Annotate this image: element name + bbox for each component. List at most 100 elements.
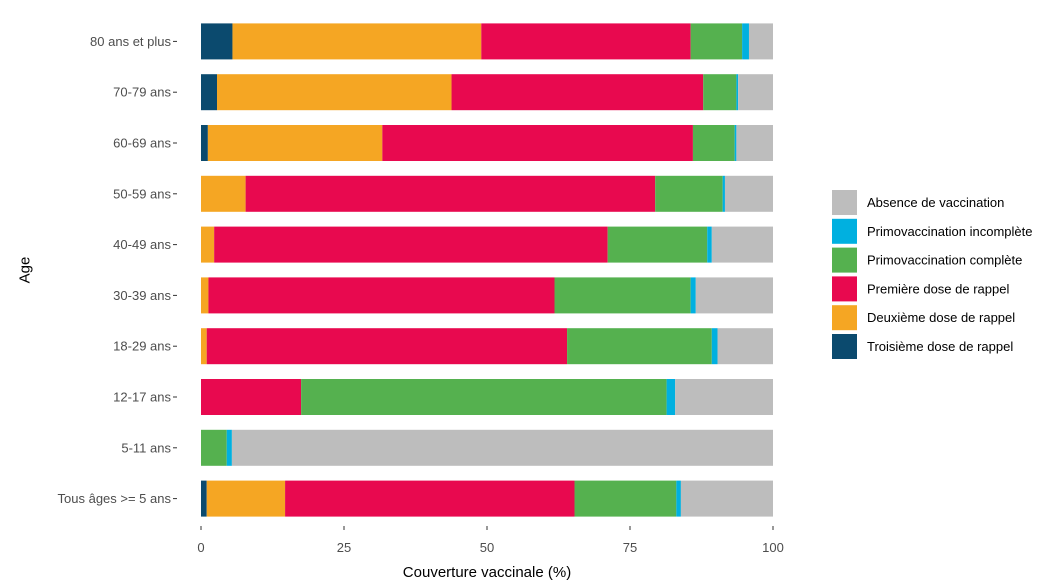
bar-segment-absence-de-vaccination — [736, 125, 773, 161]
y-axis: 80 ans et plus 70-79 ans 60-69 ans 50-59 an… — [58, 34, 177, 506]
bar-segment-absence-de-vaccination — [695, 277, 773, 314]
bar-row-40-49-ans — [201, 226, 773, 263]
legend-label: Absence de vaccination — [867, 195, 1004, 210]
bar-row-80-ans-et-plus — [201, 23, 773, 60]
bar-segment-primovaccination-complete — [567, 328, 712, 365]
legend-item-troisieme-dose-de-rappel: Troisième dose de rappel — [832, 334, 1013, 359]
bar-segment-primovaccination-incomplete — [711, 328, 718, 365]
x-tick-label: 0 — [197, 540, 204, 555]
bar-segment-primovaccination-incomplete — [722, 175, 725, 212]
bar-segment-primovaccination-complete — [574, 480, 677, 517]
bar-segment-deuxieme-dose-de-rappel — [201, 175, 246, 212]
bar-segment-primovaccination-complete — [301, 379, 667, 415]
legend-key — [832, 276, 857, 302]
bar-segment-premiere-dose-de-rappel — [245, 175, 656, 212]
bar-segment-absence-de-vaccination — [724, 175, 773, 212]
legend-key — [832, 334, 857, 359]
bar-segment-premiere-dose-de-rappel — [285, 480, 575, 517]
bar-segment-primovaccination-incomplete — [676, 480, 681, 517]
bar-segment-premiere-dose-de-rappel — [481, 23, 691, 60]
x-tick-label: 100 — [762, 540, 784, 555]
bar-row-60-69-ans — [201, 125, 773, 161]
legend-label: Troisième dose de rappel — [867, 339, 1013, 354]
bar-segment-absence-de-vaccination — [717, 328, 773, 365]
y-tick-label: 18-29 ans — [113, 339, 171, 354]
legend-key — [832, 305, 857, 331]
bar-segment-deuxieme-dose-de-rappel — [207, 125, 383, 161]
legend-label: Première dose de rappel — [867, 281, 1009, 296]
bar-segment-deuxieme-dose-de-rappel — [206, 480, 286, 517]
bar-segment-deuxieme-dose-de-rappel — [232, 23, 482, 60]
bar-segment-absence-de-vaccination — [748, 23, 773, 60]
bar-segment-primovaccination-complete — [607, 226, 708, 263]
y-tick-label: Tous âges >= 5 ans — [58, 491, 172, 506]
bar-segment-premiere-dose-de-rappel — [382, 125, 693, 161]
y-tick-label: 40-49 ans — [113, 237, 171, 252]
x-axis-title: Couverture vaccinale (%) — [403, 564, 571, 581]
bar-segment-absence-de-vaccination — [711, 226, 773, 263]
legend-key — [832, 218, 857, 244]
bar-row-50-59-ans — [201, 175, 773, 212]
legend-label: Primovaccination complète — [867, 253, 1022, 268]
bar-segment-absence-de-vaccination — [675, 379, 773, 415]
x-tick-label: 75 — [623, 540, 637, 555]
legend-label: Deuxième dose de rappel — [867, 310, 1015, 325]
bar-segment-premiere-dose-de-rappel — [214, 226, 608, 263]
bar-segment-absence-de-vaccination — [680, 480, 773, 517]
bar-row-tous-ages-5-ans — [201, 480, 773, 517]
bar-segment-primovaccination-complete — [201, 429, 227, 466]
legend-item-absence-de-vaccination: Absence de vaccination — [832, 190, 1004, 215]
x-axis: 0 25 50 75 100 — [197, 526, 784, 555]
bar-segment-primovaccination-incomplete — [690, 277, 696, 314]
legend-item-premiere-dose-de-rappel: Première dose de rappel — [832, 276, 1009, 302]
bar-segment-premiere-dose-de-rappel — [206, 328, 568, 365]
bar-row-18-29-ans — [201, 328, 773, 365]
bar-segment-troisieme-dose-de-rappel — [201, 480, 207, 517]
legend-label: Primovaccination incomplète — [867, 224, 1032, 239]
legend: Absence de vaccination Primovaccination i… — [832, 190, 1032, 359]
bar-segment-primovaccination-incomplete — [707, 226, 712, 263]
bar-segment-primovaccination-incomplete — [666, 379, 676, 415]
bar-row-30-39-ans — [201, 277, 773, 314]
legend-key — [832, 190, 857, 215]
bar-segment-primovaccination-complete — [703, 74, 737, 111]
bar-segment-deuxieme-dose-de-rappel — [201, 328, 207, 365]
legend-item-primovaccination-incomplete: Primovaccination incomplète — [832, 218, 1032, 244]
y-tick-label: 60-69 ans — [113, 136, 171, 151]
y-tick-label: 12-17 ans — [113, 390, 171, 405]
bar-segment-troisieme-dose-de-rappel — [201, 74, 218, 111]
bar-segment-primovaccination-incomplete — [226, 429, 232, 466]
y-axis-title: Age — [16, 257, 33, 284]
bar-segment-absence-de-vaccination — [231, 429, 773, 466]
bar-segment-deuxieme-dose-de-rappel — [217, 74, 452, 111]
bar-row-5-11-ans — [201, 429, 773, 466]
bar-segment-primovaccination-complete — [554, 277, 691, 314]
bar-segment-premiere-dose-de-rappel — [208, 277, 555, 314]
bar-segment-deuxieme-dose-de-rappel — [201, 277, 209, 314]
bar-segment-primovaccination-complete — [655, 175, 723, 212]
bar-segment-absence-de-vaccination — [738, 74, 773, 111]
bar-row-12-17-ans — [201, 379, 773, 415]
y-tick-label: 80 ans et plus — [90, 34, 171, 49]
x-tick-label: 50 — [480, 540, 494, 555]
bar-segment-premiere-dose-de-rappel — [201, 379, 302, 415]
x-tick-label: 25 — [337, 540, 351, 555]
y-tick-label: 30-39 ans — [113, 288, 171, 303]
bar-segment-primovaccination-incomplete — [734, 125, 737, 161]
legend-key — [832, 247, 857, 273]
bar-segment-primovaccination-incomplete — [736, 74, 739, 111]
legend-item-deuxieme-dose-de-rappel: Deuxième dose de rappel — [832, 305, 1015, 331]
bar-segment-troisieme-dose-de-rappel — [201, 23, 233, 60]
bar-row-70-79-ans — [201, 74, 773, 111]
legend-item-primovaccination-complete: Primovaccination complète — [832, 247, 1022, 273]
y-tick-label: 5-11 ans — [121, 440, 171, 455]
bar-segment-troisieme-dose-de-rappel — [201, 125, 208, 161]
bar-segment-primovaccination-complete — [692, 125, 735, 161]
bar-segment-primovaccination-complete — [690, 23, 743, 60]
bars-group — [201, 23, 773, 517]
y-tick-label: 70-79 ans — [113, 85, 171, 100]
bar-segment-premiere-dose-de-rappel — [451, 74, 704, 111]
y-tick-label: 50-59 ans — [113, 186, 171, 201]
bar-segment-deuxieme-dose-de-rappel — [201, 226, 215, 263]
